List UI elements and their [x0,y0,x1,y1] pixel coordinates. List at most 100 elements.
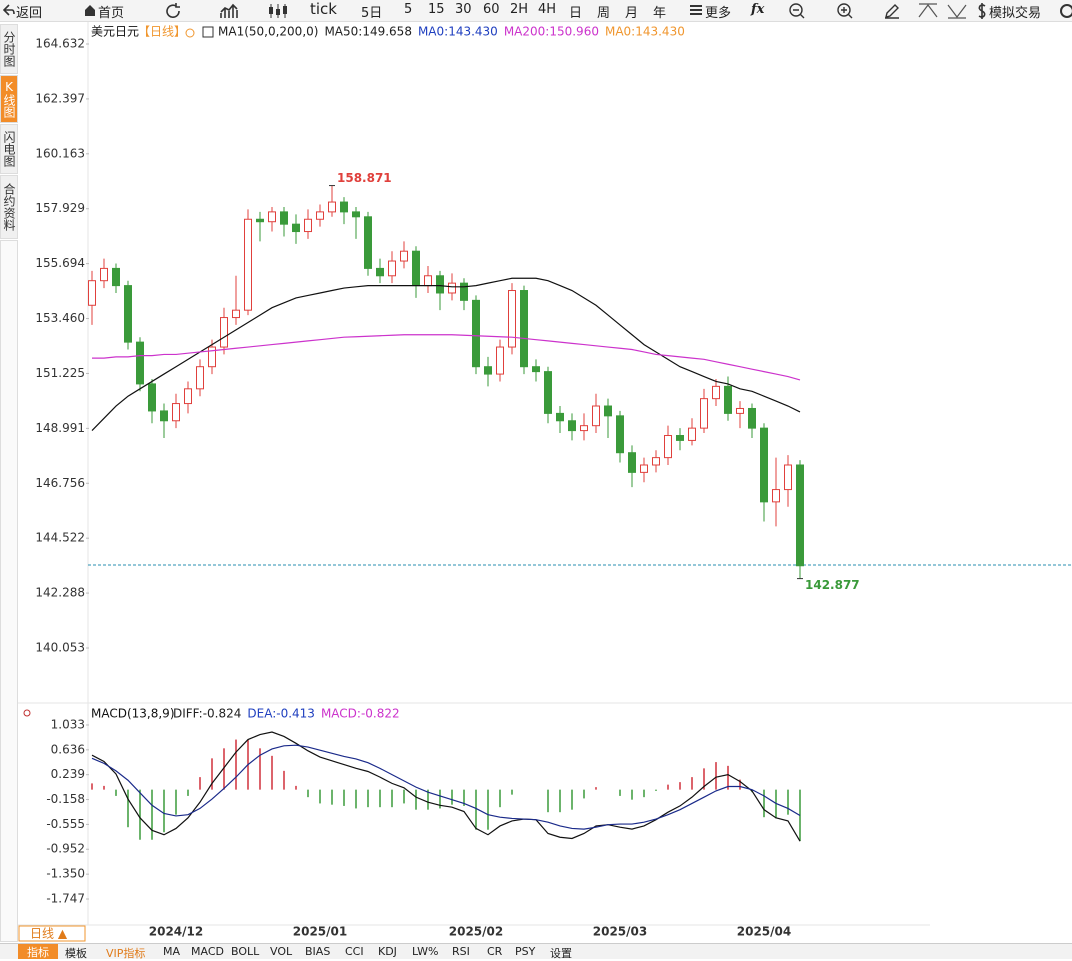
x-tick-label: 2025/02 [449,925,503,939]
chart-title: 美元日元 [91,25,139,39]
legend-entry: MA0:143.430 [605,25,685,39]
legend-entry: MA0:143.430 [418,25,498,39]
period-button[interactable] [18,925,86,942]
candle-body [100,267,108,282]
max-annotation: 158.871 [337,171,392,185]
candle-body [496,346,504,375]
tab[interactable]: LW% [412,945,439,958]
tab[interactable]: CCI [345,945,364,958]
home[interactable]: 首页 [98,6,125,21]
period[interactable]: 周 [597,6,611,21]
x-tick-label: 2025/03 [593,925,647,939]
indicator-line [91,731,801,842]
tab[interactable]: VOL [270,945,293,958]
period[interactable]: 30 [455,2,472,17]
tab[interactable]: 设置 [550,947,572,960]
formula[interactable]: fx [751,2,765,17]
period[interactable]: 5 [404,2,413,17]
chart-icon[interactable] [220,3,240,19]
period[interactable]: 15 [428,2,445,17]
tab[interactable]: MA [163,945,181,958]
pen-icon[interactable] [884,3,900,19]
y-tick-label: 0.636 [51,742,85,756]
candle-body [184,388,192,405]
candle-body [292,223,300,233]
tab[interactable]: BOLL [231,945,260,958]
candle-body [484,366,492,375]
y-tick-label: 1.033 [51,717,85,731]
up-icon[interactable] [918,3,938,19]
y-tick-label: -1.747 [46,892,85,906]
period[interactable]: 2H [510,2,529,17]
period[interactable]: 5日 [361,6,383,21]
sidebar-tab[interactable]: 合约资料 [0,175,18,239]
y-tick-label: 155.694 [35,256,85,270]
period[interactable]: 日 [569,6,583,21]
candle-body [580,425,588,432]
tab[interactable]: RSI [452,945,470,958]
sidebar-tab[interactable]: K线图 [0,75,18,123]
zoom-out-icon[interactable] [789,3,805,19]
tab[interactable]: CR [487,945,503,958]
candle-body [448,282,456,294]
candle-body [604,405,612,417]
candle-body [472,299,480,368]
candle-body [424,275,432,287]
add-icon[interactable] [185,28,195,38]
toolbar: 返回 首页 tick 5日 5 15 30 60 2H 4H 日 周 月 年 更… [0,0,1072,22]
indicator-icon[interactable] [202,26,214,38]
candle-body [280,211,288,225]
candle-body [136,341,144,385]
down-icon[interactable] [947,3,967,19]
tab[interactable]: VIP指标 [106,947,146,960]
tab[interactable]: 模板 [65,947,87,960]
indicator-line [91,277,801,432]
refresh-icon[interactable] [165,3,183,19]
back[interactable]: 返回 [16,6,43,21]
period[interactable]: 4H [538,2,557,17]
period-button-label[interactable]: 日线 ▲ [30,927,68,941]
zoom-in-icon[interactable] [837,3,853,19]
candle-body [664,435,672,459]
tab[interactable]: 指标 [18,944,58,959]
indicator-line [91,744,801,830]
tab[interactable]: BIAS [305,945,331,958]
macd-title: MACD(13,8,9) [91,707,175,721]
tab[interactable]: KDJ [378,945,397,958]
settings-icon[interactable] [1060,3,1072,19]
sidebar-tab[interactable]: 闪电图 [0,124,18,174]
y-tick-label: 153.460 [35,311,85,325]
candle-body [592,405,600,427]
candle-body [376,267,384,277]
y-tick-label: -0.952 [46,842,85,856]
legend-entry: MACD:-0.822 [321,707,400,721]
macd-icon[interactable] [23,709,31,717]
candle-body [388,260,396,277]
sidebar-tab[interactable]: 分时图 [0,24,18,74]
candle-body [172,403,180,422]
candle-body [568,420,576,432]
candle-body [736,407,744,414]
candle-body [148,383,156,412]
legend-entry: MA50:149.658 [324,25,412,39]
period[interactable]: 年 [653,6,667,21]
y-tick-label: 162.397 [35,91,85,105]
tab[interactable]: PSY [515,945,536,958]
candle-body [700,398,708,429]
tick[interactable]: tick [310,0,337,18]
legend-entry: DEA:-0.413 [247,707,315,721]
candle-body [556,412,564,422]
more[interactable]: 更多 [705,6,732,21]
tab[interactable]: MACD [191,945,224,958]
legend-entry: MA1(50,0,200,0) [218,25,318,39]
candle-body [232,309,240,319]
period[interactable]: 60 [483,2,500,17]
candle-body [760,427,768,503]
candle-body [436,275,444,294]
candle-body [220,317,228,348]
period[interactable]: 月 [625,6,639,21]
candle-icon[interactable] [268,3,290,19]
candle-body [508,290,516,348]
y-tick-label: -0.158 [46,792,85,806]
simulated-trading[interactable]: 模拟交易 [989,6,1042,21]
